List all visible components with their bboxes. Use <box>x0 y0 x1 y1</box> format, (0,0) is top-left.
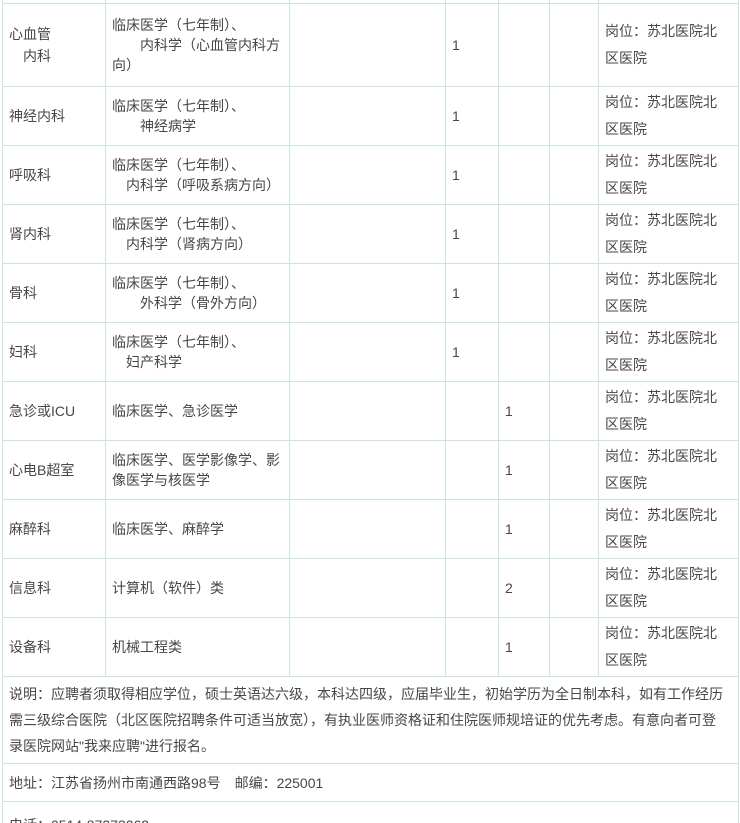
quota-b-cell: 2 <box>498 558 550 618</box>
post-cell: 岗位：苏北医院北 区医院 <box>598 322 739 382</box>
table-row: 妇科 临床医学（七年制）、 妇产科学 1 岗位：苏北医院北 区医院 <box>2 322 739 382</box>
quota-a-cell: 1 <box>445 3 499 87</box>
quota-b-cell <box>498 204 550 264</box>
dept-cell: 骨科 <box>2 263 106 323</box>
dept-cell: 妇科 <box>2 322 106 382</box>
post-cell: 岗位：苏北医院北 区医院 <box>598 263 739 323</box>
major-cell: 临床医学、医学影像学、影 像医学与核医学 <box>105 440 290 500</box>
phone-row: 电话：0514-87373062 <box>2 801 739 823</box>
dept-cell: 神经内科 <box>2 86 106 146</box>
post-cell: 岗位：苏北医院北 区医院 <box>598 440 739 500</box>
empty-cell <box>549 558 599 618</box>
empty-cell <box>289 558 446 618</box>
dept-cell: 呼吸科 <box>2 145 106 205</box>
table-row: 急诊或ICU 临床医学、急诊医学 1 岗位：苏北医院北 区医院 <box>2 381 739 441</box>
empty-cell <box>289 381 446 441</box>
post-cell: 岗位：苏北医院北 区医院 <box>598 145 739 205</box>
empty-cell <box>289 617 446 677</box>
empty-cell <box>549 145 599 205</box>
quota-b-cell <box>498 3 550 87</box>
quota-b-cell <box>498 263 550 323</box>
dept-cell: 急诊或ICU <box>2 381 106 441</box>
table-row: 麻醉科 临床医学、麻醉学 1 岗位：苏北医院北 区医院 <box>2 499 739 559</box>
empty-cell <box>549 322 599 382</box>
empty-cell <box>289 263 446 323</box>
quota-b-cell <box>498 145 550 205</box>
table-row: 肾内科 临床医学（七年制）、 内科学（肾病方向） 1 岗位：苏北医院北 区医院 <box>2 204 739 264</box>
post-cell: 岗位：苏北医院北 区医院 <box>598 381 739 441</box>
dept-cell: 肾内科 <box>2 204 106 264</box>
empty-cell <box>289 499 446 559</box>
quota-b-cell: 1 <box>498 440 550 500</box>
table-row: 心电B超室 临床医学、医学影像学、影 像医学与核医学 1 岗位：苏北医院北 区医… <box>2 440 739 500</box>
major-cell: 临床医学（七年制）、 内科学（肾病方向） <box>105 204 290 264</box>
quota-a-cell: 1 <box>445 204 499 264</box>
note-text: 说明：应聘者须取得相应学位，硕士英语达六级，本科达四级，应届毕业生，初始学历为全… <box>2 676 739 764</box>
dept-cell: 麻醉科 <box>2 499 106 559</box>
post-cell: 岗位：苏北医院北 区医院 <box>598 204 739 264</box>
quota-a-cell: 1 <box>445 86 499 146</box>
major-cell: 临床医学、麻醉学 <box>105 499 290 559</box>
quota-b-cell <box>498 86 550 146</box>
major-cell: 临床医学（七年制）、 神经病学 <box>105 86 290 146</box>
empty-cell <box>549 3 599 87</box>
quota-a-cell: 1 <box>445 145 499 205</box>
empty-cell <box>549 204 599 264</box>
table-row: 心血管 内科 临床医学（七年制）、 内科学（心血管内科方 向） 1 岗位：苏北医… <box>2 3 739 87</box>
major-cell: 机械工程类 <box>105 617 290 677</box>
post-cell: 岗位：苏北医院北 区医院 <box>598 617 739 677</box>
major-cell: 临床医学（七年制）、 内科学（心血管内科方 向） <box>105 3 290 87</box>
table-row: 设备科 机械工程类 1 岗位：苏北医院北 区医院 <box>2 617 739 677</box>
table-row: 骨科 临床医学（七年制）、 外科学（骨外方向） 1 岗位：苏北医院北 区医院 <box>2 263 739 323</box>
dept-cell: 设备科 <box>2 617 106 677</box>
quota-a-cell <box>445 558 499 618</box>
empty-cell <box>549 263 599 323</box>
post-cell: 岗位：苏北医院北 区医院 <box>598 86 739 146</box>
quota-a-cell <box>445 440 499 500</box>
empty-cell <box>549 86 599 146</box>
quota-a-cell: 1 <box>445 322 499 382</box>
table-row: 信息科 计算机（软件）类 2 岗位：苏北医院北 区医院 <box>2 558 739 618</box>
quota-a-cell <box>445 381 499 441</box>
post-cell: 岗位：苏北医院北 区医院 <box>598 3 739 87</box>
major-cell: 临床医学、急诊医学 <box>105 381 290 441</box>
quota-b-cell <box>498 322 550 382</box>
major-cell: 临床医学（七年制）、 妇产科学 <box>105 322 290 382</box>
empty-cell <box>549 499 599 559</box>
empty-cell <box>289 145 446 205</box>
address-row: 地址：江苏省扬州市南通西路98号 邮编：225001 <box>2 763 739 802</box>
post-cell: 岗位：苏北医院北 区医院 <box>598 558 739 618</box>
empty-cell <box>289 204 446 264</box>
table-row: 呼吸科 临床医学（七年制）、 内科学（呼吸系病方向） 1 岗位：苏北医院北 区医… <box>2 145 739 205</box>
dept-cell: 心电B超室 <box>2 440 106 500</box>
empty-cell <box>289 86 446 146</box>
quota-a-cell: 1 <box>445 263 499 323</box>
major-cell: 临床医学（七年制）、 外科学（骨外方向） <box>105 263 290 323</box>
empty-cell <box>549 440 599 500</box>
address-text: 地址：江苏省扬州市南通西路98号 邮编：225001 <box>2 763 739 802</box>
empty-cell <box>289 440 446 500</box>
empty-cell <box>289 3 446 87</box>
empty-cell <box>549 617 599 677</box>
quota-a-cell <box>445 617 499 677</box>
note-row: 说明：应聘者须取得相应学位，硕士英语达六级，本科达四级，应届毕业生，初始学历为全… <box>2 676 739 764</box>
dept-cell: 信息科 <box>2 558 106 618</box>
quota-b-cell: 1 <box>498 381 550 441</box>
phone-text: 电话：0514-87373062 <box>2 801 739 823</box>
table-row: 神经内科 临床医学（七年制）、 神经病学 1 岗位：苏北医院北 区医院 <box>2 86 739 146</box>
dept-cell: 心血管 内科 <box>2 3 106 87</box>
quota-b-cell: 1 <box>498 499 550 559</box>
empty-cell <box>289 322 446 382</box>
quota-a-cell <box>445 499 499 559</box>
quota-b-cell: 1 <box>498 617 550 677</box>
major-cell: 计算机（软件）类 <box>105 558 290 618</box>
major-cell: 临床医学（七年制）、 内科学（呼吸系病方向） <box>105 145 290 205</box>
empty-cell <box>549 381 599 441</box>
post-cell: 岗位：苏北医院北 区医院 <box>598 499 739 559</box>
